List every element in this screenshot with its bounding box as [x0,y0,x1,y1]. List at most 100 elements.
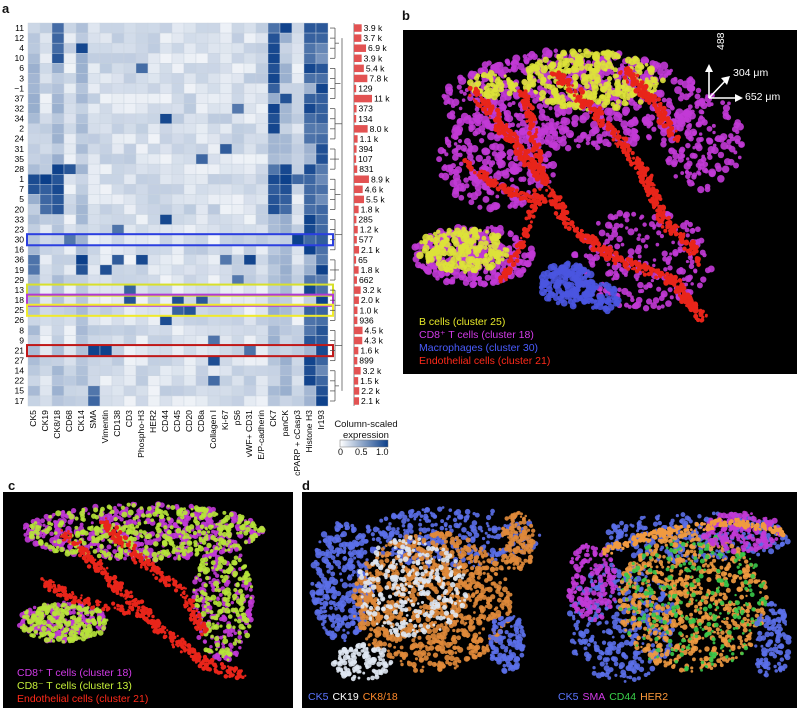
heatmap-cell [75,375,89,387]
heatmap-cell [219,345,233,356]
heatmap-cell [27,83,41,94]
heatmap-cell [207,42,221,54]
heatmap-cell [195,113,209,125]
heatmap-cell [183,325,197,336]
heatmap-cell [99,53,113,64]
heatmap-cell [39,234,53,245]
heatmap-cell [267,184,281,195]
heatmap-cell [279,274,293,286]
heatmap-cell [111,113,125,125]
heatmap-cell [75,234,89,245]
heatmap-cell [279,254,293,266]
heatmap-cell [63,113,77,125]
panel-c-legend-item: CD8⁻ T cells (cluster 13) [17,680,132,692]
heatmap-cell [219,254,233,266]
heatmap-cell [171,385,185,397]
heatmap-cell [135,224,149,235]
heatmap-cell [39,83,53,94]
heatmap-cell [219,32,233,44]
heatmap-cell [315,123,329,135]
cell-count-bar [354,115,357,123]
heatmap-cell [207,375,221,387]
heatmap-cell [219,234,233,245]
heatmap-cell [99,224,113,235]
heatmap-cell [135,345,149,356]
heatmap-cell [219,194,233,205]
row-label: 9 [19,335,24,345]
heatmap-cell [87,204,101,215]
heatmap-cell [315,244,329,256]
heatmap-cell [63,184,77,195]
heatmap-cell [135,22,149,34]
heatmap-cell [135,173,149,185]
heatmap-cell [27,345,41,356]
heatmap-cell [303,133,317,145]
heatmap-cell [183,153,197,165]
dendrogram [330,27,343,402]
heatmap-cell [75,204,89,215]
heatmap-cell [51,113,65,125]
heatmap-cell [111,163,125,175]
heatmap-cell [159,294,173,306]
heatmap-cell [159,113,173,125]
heatmap-cell [159,53,173,64]
heatmap-cell [27,244,41,256]
heatmap-cell [267,53,281,64]
heatmap-cell [231,133,245,145]
heatmap-cell [27,204,41,215]
column-label: cPARP + cCasp3 [292,410,302,476]
heatmap-cell [219,204,233,215]
heatmap-cell [267,244,281,256]
heatmap-cell [255,143,269,155]
heatmap-cell [39,254,53,266]
cell-count-label: 11 k [374,94,390,104]
heatmap-cell [303,204,317,215]
cell-count-label: 3.9 k [364,53,383,63]
heatmap-cell [255,53,269,64]
heatmap-cell [279,63,293,74]
heatmap-cell [147,355,161,366]
column-label: SMA [88,410,98,429]
heatmap-cell [27,294,41,306]
panel-d-left-legend: CK5 CK19 CK8/18 [308,691,402,703]
cell-count-label: 2.1 k [361,245,380,255]
heatmap-cell [315,284,329,296]
column-label: CD44 [160,410,170,432]
heatmap-cell [219,103,233,114]
heatmap-cell [111,224,125,235]
heatmap-cell [123,355,137,366]
heatmap-cell [75,294,89,306]
heatmap-cell [111,83,125,94]
row-label: 6 [19,63,24,73]
heatmap-cell [315,395,329,407]
heatmap-cell [231,335,245,346]
heatmap-cell [279,305,293,316]
heatmap-cell [39,355,53,366]
heatmap-cell [255,73,269,84]
heatmap-cell [207,274,221,286]
heatmap-cell [75,143,89,155]
heatmap-cell [183,385,197,397]
heatmap-cell [171,345,185,356]
heatmap-cell [171,42,185,54]
heatmap-cell [123,365,137,377]
heatmap-cell [315,53,329,64]
heatmap-cell [135,355,149,366]
heatmap-cell [291,294,305,306]
cell-count-label: 3.2 k [363,366,382,376]
heatmap-cell [267,93,281,104]
heatmap-cell [243,224,257,235]
heatmap-cell [75,264,89,276]
row-label: 18 [14,295,24,305]
heatmap-cell [135,73,149,84]
heatmap-cell [123,73,137,84]
heatmap-cell [39,123,53,135]
heatmap-cell [219,284,233,296]
heatmap-cell [51,204,65,215]
heatmap-cell [255,345,269,356]
heatmap-cell [231,42,245,54]
heatmap-cell [291,385,305,397]
heatmap-cell [183,214,197,225]
heatmap-cell [303,173,317,185]
heatmap-cell [123,42,137,54]
